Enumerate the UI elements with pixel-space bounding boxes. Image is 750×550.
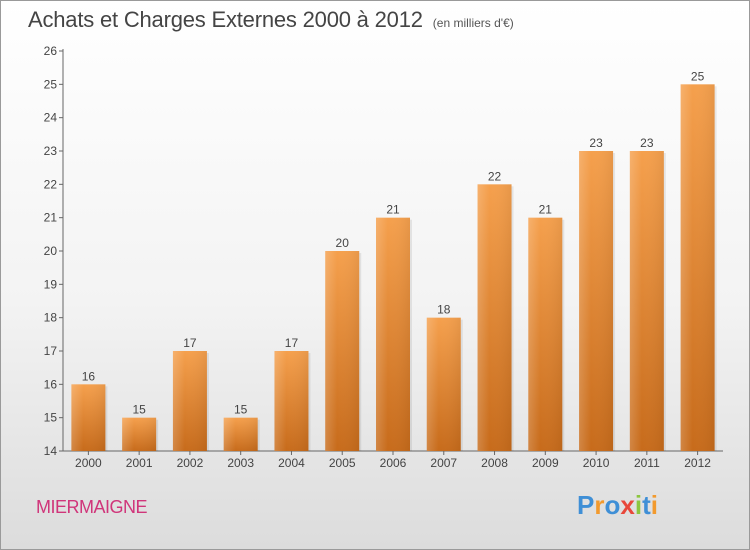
bar-shine bbox=[477, 184, 512, 452]
data-label: 17 bbox=[285, 336, 299, 350]
logo-letter: x bbox=[620, 490, 635, 520]
x-tick-label: 2008 bbox=[481, 456, 508, 470]
data-label: 16 bbox=[82, 369, 96, 383]
title-text: Achats et Charges Externes 2000 à 2012 bbox=[28, 7, 423, 32]
x-tick-label: 2002 bbox=[177, 456, 204, 470]
y-tick-label: 18 bbox=[44, 311, 58, 325]
x-tick-label: 2010 bbox=[583, 456, 610, 470]
proxiti-logo: Proxiti bbox=[577, 490, 658, 521]
commune-name: MIERMAIGNE bbox=[36, 497, 148, 517]
bar-shine bbox=[223, 417, 258, 451]
y-tick-label: 23 bbox=[44, 144, 58, 158]
y-tick-label: 26 bbox=[44, 44, 58, 58]
data-label: 23 bbox=[640, 136, 654, 150]
logo-letter: r bbox=[594, 490, 605, 520]
bar-shine bbox=[579, 151, 614, 451]
x-tick-label: 2009 bbox=[532, 456, 559, 470]
bar-shine bbox=[376, 217, 410, 451]
y-tick-label: 19 bbox=[44, 277, 58, 291]
bar-shine bbox=[122, 417, 157, 451]
x-tick-label: 2007 bbox=[430, 456, 457, 470]
axes: 14 15 16 17 18 19 20 21 22 23 24 25 26 2000 2001 2002 20… bbox=[44, 44, 723, 470]
y-tick-label: 15 bbox=[44, 411, 58, 425]
x-tick-label: 2000 bbox=[75, 456, 102, 470]
y-tick-label: 21 bbox=[44, 211, 58, 225]
bar-shine bbox=[528, 217, 563, 451]
data-label: 15 bbox=[132, 403, 146, 417]
data-label: 23 bbox=[589, 136, 603, 150]
data-label: 21 bbox=[539, 203, 553, 217]
data-label: 22 bbox=[488, 169, 502, 183]
bar-shine bbox=[274, 351, 309, 451]
y-tick-label: 14 bbox=[44, 444, 58, 458]
y-tick-label: 24 bbox=[44, 111, 58, 125]
chart-title: Achats et Charges Externes 2000 à 2012 (e… bbox=[28, 7, 514, 33]
bar-shine bbox=[172, 351, 207, 451]
data-label: 21 bbox=[386, 203, 400, 217]
data-labels: 16 15 17 15 17 20 21 18 22 21 23 23 25 bbox=[82, 69, 705, 416]
chart-subtitle: (en milliers d'€) bbox=[432, 16, 514, 30]
x-tick-label: 2012 bbox=[684, 456, 711, 470]
logo-letter: P bbox=[577, 490, 595, 520]
data-label: 17 bbox=[183, 336, 197, 350]
y-tick-label: 22 bbox=[44, 177, 58, 191]
data-label: 20 bbox=[336, 236, 350, 250]
bar-shine bbox=[325, 251, 360, 451]
bar-shine bbox=[71, 384, 106, 451]
x-tick-label: 2004 bbox=[278, 456, 305, 470]
x-tick-label: 2006 bbox=[380, 456, 407, 470]
data-label: 25 bbox=[691, 69, 705, 83]
logo-letter: i bbox=[634, 490, 643, 520]
bars bbox=[71, 84, 717, 452]
logo-letter: i bbox=[650, 490, 658, 520]
logo-letter: t bbox=[642, 490, 651, 520]
data-label: 15 bbox=[234, 403, 248, 417]
x-tick-label: 2011 bbox=[634, 456, 660, 470]
logo-letter: o bbox=[604, 490, 621, 520]
y-tick-label: 20 bbox=[44, 244, 58, 258]
x-tick-label: 2005 bbox=[329, 456, 356, 470]
bar-shine bbox=[680, 84, 715, 451]
bar-shine bbox=[629, 151, 664, 451]
x-tick-label: 2001 bbox=[126, 456, 153, 470]
y-tick-label: 17 bbox=[44, 344, 58, 358]
y-tick-label: 25 bbox=[44, 77, 58, 91]
y-tick-label: 16 bbox=[44, 377, 58, 391]
data-label: 18 bbox=[437, 303, 451, 317]
x-tick-label: 2003 bbox=[227, 456, 254, 470]
bar-shine bbox=[426, 317, 461, 451]
